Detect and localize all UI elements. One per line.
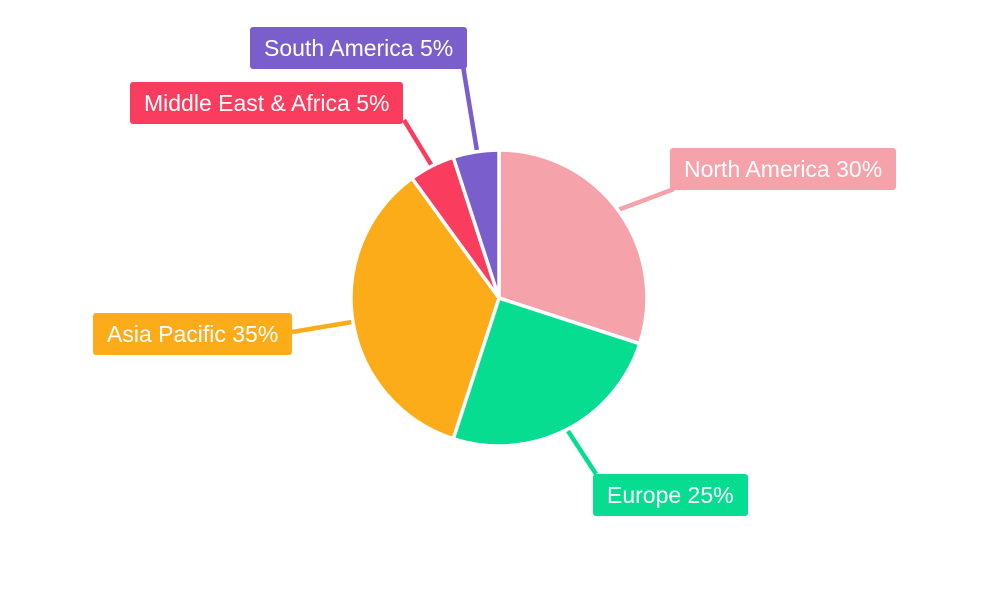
slice-north-america (497, 148, 649, 346)
label-north-america: North America 30% (670, 148, 897, 190)
label-south-america: South America 5% (250, 27, 468, 69)
leader-line-asia-pacific (291, 319, 353, 335)
leader-line-europe (566, 429, 598, 476)
leader-line-middle-east-africa (402, 118, 434, 168)
slice-south-america (451, 148, 501, 300)
leader-line-north-america (617, 186, 675, 213)
leader-line-south-america (460, 65, 480, 152)
label-middle-east-africa: Middle East & Africa 5% (130, 82, 404, 124)
slice-asia-pacific (349, 176, 501, 441)
slice-europe (451, 296, 642, 448)
label-europe: Europe 25% (593, 474, 748, 516)
label-asia-pacific: Asia Pacific 35% (93, 313, 293, 355)
